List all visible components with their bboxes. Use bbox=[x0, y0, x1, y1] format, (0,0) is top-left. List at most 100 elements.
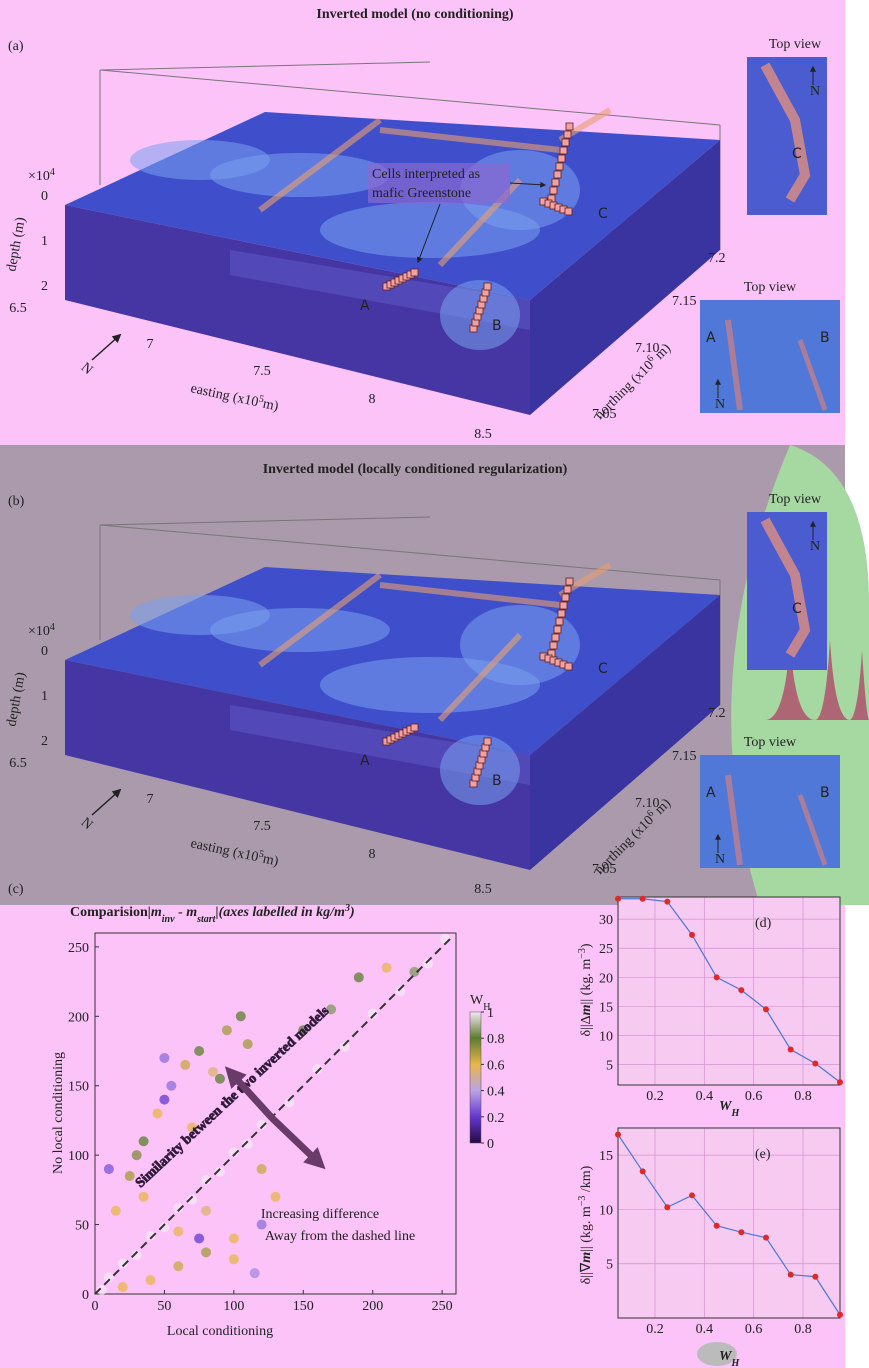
colorbar-tick-label: 0.2 bbox=[487, 1111, 505, 1126]
north-label: N bbox=[715, 397, 725, 412]
depth-tick-label: 2 bbox=[41, 279, 48, 294]
top-view-body: B bbox=[820, 785, 830, 801]
top-view-body: A bbox=[706, 330, 716, 346]
x-tick-label: 200 bbox=[362, 1299, 383, 1314]
scatter-point bbox=[256, 1219, 267, 1230]
x-axis-label-part: H bbox=[730, 1358, 740, 1368]
scatter-point bbox=[180, 1059, 191, 1070]
x-tick-label: 0 bbox=[92, 1299, 99, 1314]
colorbar bbox=[469, 1011, 482, 1144]
scatter-point bbox=[201, 1175, 212, 1186]
y-axis-label-part: || (kg. m bbox=[579, 959, 594, 1005]
greenstone-cell bbox=[564, 662, 573, 671]
panel-label: (d) bbox=[755, 916, 772, 931]
x-tick-label: 0.2 bbox=[646, 1322, 664, 1337]
data-point bbox=[837, 1311, 843, 1318]
data-point bbox=[639, 895, 646, 902]
chart-title-note: 3 bbox=[344, 903, 350, 914]
anomaly-streak bbox=[437, 632, 523, 723]
scatter-point bbox=[201, 1247, 212, 1258]
y-axis-label: δ||∇m|| (kg. m−3 /km) bbox=[577, 1165, 595, 1284]
depth-scale-part: ×10 bbox=[28, 169, 50, 184]
chart-title: Comparision|minv - mstart|(axes labelled… bbox=[70, 903, 355, 925]
scatter-point bbox=[242, 1039, 253, 1050]
scatter-point bbox=[249, 1268, 260, 1279]
x-tick-label: 0.8 bbox=[794, 1089, 812, 1104]
scatter-point bbox=[228, 1254, 239, 1265]
scatter-point bbox=[124, 1170, 135, 1181]
scatter-point bbox=[152, 1108, 163, 1119]
annotation: Cells interpreted as bbox=[372, 167, 480, 182]
data-point bbox=[787, 1046, 794, 1053]
depth-scale-part: ×10 bbox=[28, 624, 50, 639]
plot-area bbox=[618, 897, 840, 1085]
arrow bbox=[224, 1066, 275, 1121]
x-tick-label: 100 bbox=[223, 1299, 244, 1314]
series-line bbox=[617, 1134, 841, 1316]
x-tick-label: 150 bbox=[293, 1299, 314, 1314]
scatter-point bbox=[187, 1122, 198, 1133]
top-view-anomaly bbox=[760, 62, 811, 203]
plot-area bbox=[618, 1128, 840, 1318]
x-axis-label: WH bbox=[719, 1349, 740, 1368]
top-view-title: Top view bbox=[769, 492, 822, 507]
greenstone-cell bbox=[561, 138, 570, 147]
scatter-point bbox=[138, 1136, 149, 1147]
label-highlight bbox=[697, 1342, 737, 1366]
anomaly-streak bbox=[258, 117, 382, 213]
y-tick-label: 15 bbox=[599, 1149, 613, 1164]
scatter-point bbox=[439, 933, 450, 944]
scatter-point bbox=[173, 1226, 184, 1237]
chart-title-part: Comparision bbox=[70, 905, 148, 920]
easting-tick-label: 7.5 bbox=[253, 364, 271, 379]
scatter-point bbox=[409, 966, 420, 977]
depth-scale: ×104 bbox=[28, 622, 55, 640]
scatter-point bbox=[353, 972, 364, 983]
panel-label: (a) bbox=[8, 39, 24, 54]
anomaly bbox=[130, 140, 270, 180]
annotation-box bbox=[368, 163, 510, 203]
top-view-body: C bbox=[792, 146, 802, 162]
y-tick-label: 0 bbox=[82, 1288, 89, 1303]
scatter-point bbox=[256, 1164, 267, 1175]
greenstone-cell bbox=[549, 186, 558, 195]
scatter-point bbox=[131, 1150, 142, 1161]
colorbar-tick-label: 1 bbox=[487, 1006, 494, 1021]
greenstone-cell bbox=[553, 625, 562, 634]
north-label: N bbox=[810, 539, 820, 554]
scatter-point bbox=[339, 1041, 350, 1052]
body-label: A bbox=[360, 753, 370, 769]
y-tick-label: 200 bbox=[68, 1010, 89, 1025]
greenstone-cell bbox=[557, 154, 566, 163]
northing-tick-label: 7.05 bbox=[592, 407, 617, 422]
greenstone-cell bbox=[561, 593, 570, 602]
depth-tick-label: 0 bbox=[41, 644, 48, 659]
x-tick-label: 250 bbox=[432, 1299, 453, 1314]
depth-tick-label: 0 bbox=[41, 189, 48, 204]
y-tick-label: 30 bbox=[599, 913, 613, 928]
scatter-point bbox=[242, 1139, 253, 1150]
greenstone-cell bbox=[557, 609, 566, 618]
easting-tick-label: 7 bbox=[147, 792, 154, 807]
scatter-point bbox=[173, 1261, 184, 1272]
scatter-point bbox=[214, 1166, 225, 1177]
y-tick-label: 15 bbox=[599, 1000, 613, 1015]
plot-frame bbox=[617, 896, 841, 1086]
scatter-point bbox=[194, 1233, 205, 1244]
easting-tick-label: 8.5 bbox=[474, 882, 492, 897]
wireframe bbox=[99, 69, 721, 126]
body-label: B bbox=[492, 773, 502, 789]
chart-title-formula: inv bbox=[162, 914, 175, 925]
depth-scale: ×104 bbox=[28, 167, 55, 185]
top-view-anomaly bbox=[797, 339, 828, 411]
depth-tick-label: 1 bbox=[41, 689, 48, 704]
y-axis-label-part: m bbox=[579, 1252, 594, 1263]
model-front bbox=[65, 660, 530, 870]
panel-label: (e) bbox=[755, 1147, 771, 1162]
data-point bbox=[713, 974, 720, 981]
greenstone-cell bbox=[565, 122, 574, 131]
panel-title: Inverted model (locally conditioned regu… bbox=[263, 462, 568, 477]
panel-label: (c) bbox=[8, 882, 24, 897]
scatter-point bbox=[367, 1008, 378, 1019]
